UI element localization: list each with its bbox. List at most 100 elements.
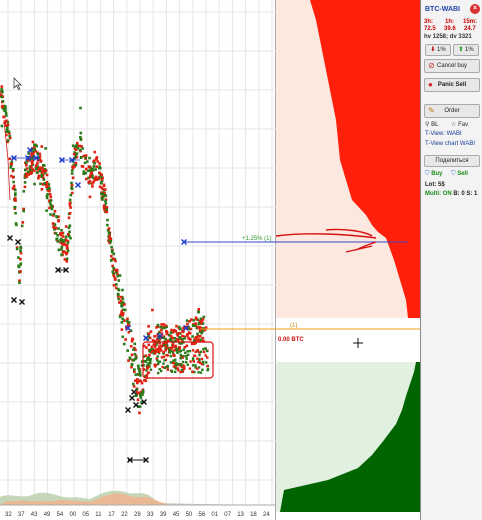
sell-trade-dot — [156, 334, 159, 337]
sell-trade-dot — [54, 227, 58, 230]
buy-trade-dot — [26, 170, 30, 174]
buy-trade-dot — [120, 303, 124, 306]
favorite-button[interactable]: ☆ Fav — [451, 121, 468, 128]
sell-trade-dot — [188, 320, 192, 323]
price-chart-canvas[interactable]: 32 37 43 49 54 00 05 11 17 22 28 33 39 45 50 56 01 07 13 18… — [0, 0, 276, 520]
tview-chart-link[interactable]: T-View chart WABI — [425, 141, 476, 147]
order-button[interactable]: ✎ Order — [424, 104, 480, 118]
buy-trade-dot — [151, 348, 155, 351]
buy-trade-dot — [28, 165, 32, 169]
buy-trade-dot — [22, 209, 25, 213]
sell-trade-dot — [63, 243, 67, 247]
sell-trade-dot — [21, 221, 25, 224]
sell-trade-dot — [140, 381, 144, 385]
buy-trade-dot — [118, 315, 122, 319]
sell-trade-dot — [61, 250, 65, 254]
price-up-button[interactable]: ⬆ 1% — [453, 44, 479, 56]
trade-dot-cluster — [156, 355, 159, 358]
cancel-buy-button[interactable]: ⊘ Cancel buy — [424, 59, 480, 73]
sell-trade-dot — [71, 176, 75, 180]
sell-trade-dot — [133, 370, 136, 373]
sell-trade-dot — [183, 346, 187, 349]
sell-trade-dot — [30, 155, 34, 159]
buy-trade-dot — [105, 207, 108, 210]
sell-trade-dot — [129, 345, 133, 348]
sell-trade-dot — [3, 121, 6, 125]
buy-trade-dot — [39, 182, 42, 186]
time-tick-label: 32 — [5, 512, 12, 518]
buy-trade-dot — [198, 330, 202, 333]
buy-trade-dot — [79, 136, 82, 139]
sell-trade-dot — [147, 325, 150, 328]
buy-toggle[interactable]: ⛉ Buy — [425, 171, 443, 178]
sell-toggle[interactable]: ⛉ Sell — [451, 171, 468, 178]
sell-trade-dot — [148, 336, 152, 340]
marker-stroke — [125, 325, 131, 331]
sell-trade-dot — [119, 313, 122, 317]
trade-dot-cluster — [194, 364, 197, 367]
trade-dot-cluster — [194, 366, 197, 369]
buy-trade-dot — [116, 274, 119, 278]
sell-trade-dot — [160, 335, 163, 338]
sell-trade-dot — [68, 201, 72, 205]
trade-dot-cluster — [172, 359, 175, 362]
sell-trade-dot — [33, 145, 36, 149]
sell-trade-dot — [136, 381, 139, 385]
cancel-icon: ⊘ — [428, 61, 435, 70]
trade-dot-cluster — [163, 359, 166, 362]
buy-trade-dot — [168, 338, 172, 341]
tview-link[interactable]: T-View: WABI — [425, 131, 462, 137]
buy-trade-dot — [54, 232, 58, 235]
buy-trade-dot — [68, 234, 71, 238]
buy-trade-dot — [66, 249, 70, 253]
buy-trade-dot — [159, 325, 162, 329]
trade-dot-cluster — [206, 368, 210, 371]
buy-trade-dot — [91, 167, 94, 171]
sell-trade-dot — [153, 339, 156, 343]
share-button[interactable]: Поделиться — [424, 155, 480, 167]
close-icon[interactable]: × — [470, 4, 480, 14]
buy-trade-dot — [84, 172, 87, 175]
sell-trade-dot — [22, 207, 25, 211]
sell-trade-dot — [15, 246, 19, 249]
panic-sell-button[interactable]: ● Panic Sell — [424, 78, 480, 92]
cross-stroke — [133, 402, 139, 408]
sell-trade-dot — [136, 379, 139, 383]
buy-trade-dot — [79, 106, 82, 110]
sell-trade-dot — [123, 319, 126, 322]
price-down-button[interactable]: ⬇ 1% — [425, 44, 451, 56]
buy-trade-dot — [199, 317, 203, 321]
time-tick-label: 18 — [250, 512, 257, 518]
marker-stroke — [143, 335, 149, 341]
buy-trade-dot — [120, 301, 123, 304]
sell-trade-dot — [194, 336, 198, 339]
trade-dot-cluster — [197, 366, 201, 369]
sell-trade-dot — [171, 336, 174, 340]
buy-trade-dot — [13, 206, 17, 209]
trade-dot-cluster — [180, 364, 183, 367]
buy-trade-dot — [45, 209, 48, 212]
time-tick-label: 17 — [108, 512, 115, 518]
buy-marker — [183, 325, 189, 331]
blacklist-button[interactable]: ⚲ BL — [425, 121, 438, 128]
buy-trade-dot — [15, 247, 19, 251]
price-chart[interactable]: 32 37 43 49 54 00 05 11 17 22 28 33 39 45 50 56 01 07 13 18… — [0, 0, 276, 520]
trade-dot-cluster — [146, 357, 149, 361]
pair-title: BTC-WABI — [425, 6, 460, 13]
bid-depth-area — [276, 362, 420, 512]
order-label: Order — [444, 108, 460, 114]
buy-trade-dot — [137, 367, 140, 370]
cancel-buy-label: Cancel buy — [436, 63, 468, 69]
trade-dot-cluster — [202, 360, 205, 364]
sell-trade-dot — [174, 344, 177, 348]
buy-trade-dot — [106, 218, 109, 222]
sell-trade-dot — [31, 168, 34, 171]
buy-trade-dot — [79, 138, 83, 141]
sell-trade-dot — [11, 176, 15, 179]
buy-trade-dot — [6, 139, 10, 142]
buy-trade-dot — [64, 235, 68, 239]
trade-dot-cluster — [206, 364, 209, 368]
buy-trade-dot — [81, 147, 84, 150]
sell-trade-dot — [70, 184, 74, 187]
buy-trade-dot — [180, 341, 184, 345]
